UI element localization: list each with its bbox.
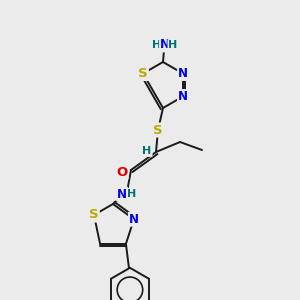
Text: N: N <box>178 90 188 103</box>
Text: H: H <box>152 40 162 50</box>
Text: H: H <box>128 189 136 199</box>
Text: N: N <box>160 38 170 52</box>
Text: N: N <box>117 188 127 200</box>
Text: S: S <box>153 124 163 136</box>
Text: O: O <box>116 166 128 178</box>
Text: N: N <box>129 213 139 226</box>
Text: S: S <box>138 67 148 80</box>
Text: H: H <box>142 146 152 156</box>
Text: N: N <box>178 67 188 80</box>
Text: H: H <box>168 40 178 50</box>
Text: S: S <box>89 208 99 221</box>
